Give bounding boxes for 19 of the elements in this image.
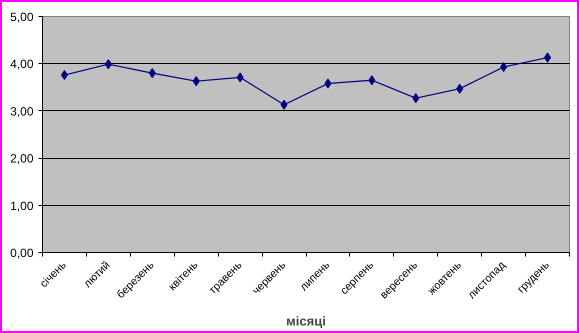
point xyxy=(192,76,200,86)
y-tick-label: 0,00 xyxy=(10,246,34,260)
point xyxy=(104,59,112,70)
y-tick-label: 3,00 xyxy=(10,104,34,118)
y-tick-label: 1,00 xyxy=(10,198,34,213)
point xyxy=(60,70,68,80)
point xyxy=(148,68,156,78)
point xyxy=(280,100,288,110)
point xyxy=(324,78,332,89)
point xyxy=(236,72,244,82)
point xyxy=(368,75,376,86)
y-tick-label: 4,00 xyxy=(10,57,34,72)
y-tick-label: 5,00 xyxy=(10,10,34,24)
y-tick-label: 2,00 xyxy=(10,152,34,166)
point xyxy=(412,93,420,104)
point xyxy=(456,84,464,94)
point xyxy=(544,52,552,63)
point xyxy=(500,62,508,72)
x-axis-title: місяці xyxy=(286,314,326,329)
